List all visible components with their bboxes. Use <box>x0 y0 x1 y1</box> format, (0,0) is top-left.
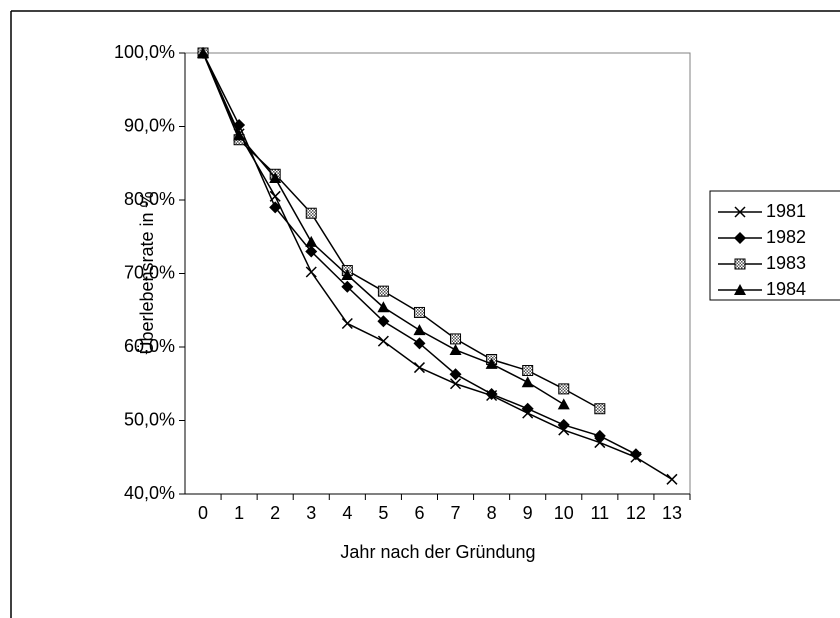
marker <box>377 285 389 297</box>
x-tick-label: 9 <box>523 503 533 523</box>
y-tick-label: 40,0% <box>124 483 175 503</box>
y-tick-label: 70,0% <box>124 262 175 282</box>
marker <box>305 245 318 258</box>
x-tick-label: 12 <box>626 503 646 523</box>
marker <box>450 378 462 390</box>
plot-area <box>184 52 691 495</box>
y-tick-label: 80,0% <box>124 189 175 209</box>
legend-label: 1984 <box>766 279 806 299</box>
marker <box>558 383 570 395</box>
x-tick-label: 13 <box>662 503 682 523</box>
marker <box>450 333 462 345</box>
marker <box>413 324 426 336</box>
y-tick-label: 100,0% <box>114 42 175 62</box>
marker <box>413 362 425 374</box>
marker <box>522 365 534 377</box>
marker <box>377 315 390 328</box>
y-axis-title: Überlebensrate in % <box>137 191 157 354</box>
marker <box>233 129 246 141</box>
marker <box>521 376 534 388</box>
x-axis-title: Jahr nach der Gründung <box>340 542 535 562</box>
x-tick-label: 0 <box>198 503 208 523</box>
legend-marker <box>734 232 746 244</box>
x-tick-label: 7 <box>451 503 461 523</box>
marker <box>413 306 425 318</box>
legend-marker <box>734 206 746 218</box>
marker <box>485 388 498 401</box>
marker <box>629 448 642 461</box>
marker <box>305 207 317 219</box>
x-tick-label: 1 <box>234 503 244 523</box>
marker <box>594 403 606 415</box>
x-tick-label: 3 <box>306 503 316 523</box>
legend-label: 1981 <box>766 201 806 221</box>
marker <box>197 47 210 58</box>
marker <box>305 235 318 247</box>
marker <box>377 335 389 347</box>
x-tick-label: 10 <box>554 503 574 523</box>
y-tick-label: 60,0% <box>124 336 175 356</box>
legend-label: 1982 <box>766 227 806 247</box>
marker <box>269 171 282 183</box>
marker <box>341 280 354 293</box>
legend-marker <box>734 258 746 270</box>
legend-marker <box>734 284 746 295</box>
marker <box>666 473 678 485</box>
series-line <box>202 52 601 410</box>
x-tick-label: 11 <box>590 503 609 523</box>
legend <box>709 190 840 301</box>
marker <box>557 418 570 431</box>
marker <box>413 337 426 350</box>
marker <box>521 402 534 415</box>
legend-label: 1983 <box>766 253 806 273</box>
x-tick-label: 4 <box>342 503 352 523</box>
marker <box>449 343 462 355</box>
marker <box>341 268 354 280</box>
x-tick-label: 8 <box>487 503 497 523</box>
x-tick-label: 6 <box>414 503 424 523</box>
marker <box>341 317 353 330</box>
y-tick-label: 50,0% <box>124 409 175 429</box>
series-line <box>202 52 637 455</box>
x-tick-label: 2 <box>270 503 280 523</box>
marker <box>449 368 462 381</box>
marker <box>377 301 390 313</box>
marker <box>485 357 498 369</box>
x-tick-label: 5 <box>378 503 388 523</box>
y-tick-label: 90,0% <box>124 115 175 135</box>
marker <box>593 429 606 442</box>
series-line <box>202 52 565 405</box>
marker <box>557 398 570 410</box>
marker <box>594 437 606 449</box>
marker <box>269 201 282 214</box>
marker <box>305 266 317 278</box>
series-line <box>202 52 673 480</box>
